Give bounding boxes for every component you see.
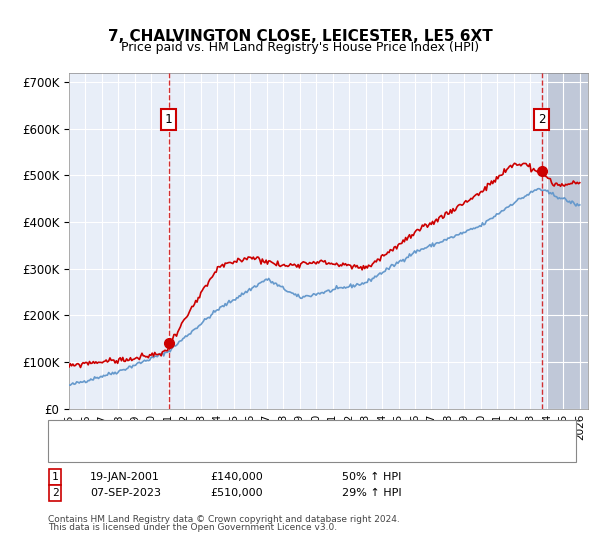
- Text: 50% ↑ HPI: 50% ↑ HPI: [342, 472, 401, 482]
- Bar: [547, 73, 588, 409]
- Text: 7, CHALVINGTON CLOSE, LEICESTER, LE5 6XT (detached house): 7, CHALVINGTON CLOSE, LEICESTER, LE5 6XT…: [99, 438, 430, 449]
- Text: 29% ↑ HPI: 29% ↑ HPI: [342, 488, 401, 498]
- Text: £510,000: £510,000: [210, 488, 263, 498]
- Text: This data is licensed under the Open Government Licence v3.0.: This data is licensed under the Open Gov…: [48, 523, 337, 532]
- Text: 2: 2: [538, 113, 545, 126]
- Bar: [547, 73, 588, 409]
- Text: HPI: Average price, detached house, Leicester: HPI: Average price, detached house, Leic…: [99, 447, 340, 458]
- Text: 1: 1: [165, 113, 172, 126]
- Text: 19-JAN-2001: 19-JAN-2001: [90, 472, 160, 482]
- Text: 2: 2: [52, 488, 59, 498]
- Text: ─────: ─────: [63, 446, 101, 459]
- Text: 07-SEP-2023: 07-SEP-2023: [90, 488, 161, 498]
- Text: Price paid vs. HM Land Registry's House Price Index (HPI): Price paid vs. HM Land Registry's House …: [121, 41, 479, 54]
- Text: Contains HM Land Registry data © Crown copyright and database right 2024.: Contains HM Land Registry data © Crown c…: [48, 515, 400, 524]
- Text: 1: 1: [52, 472, 59, 482]
- Text: 7, CHALVINGTON CLOSE, LEICESTER, LE5 6XT: 7, CHALVINGTON CLOSE, LEICESTER, LE5 6XT: [107, 29, 493, 44]
- Text: £140,000: £140,000: [210, 472, 263, 482]
- Text: ─────: ─────: [63, 437, 101, 450]
